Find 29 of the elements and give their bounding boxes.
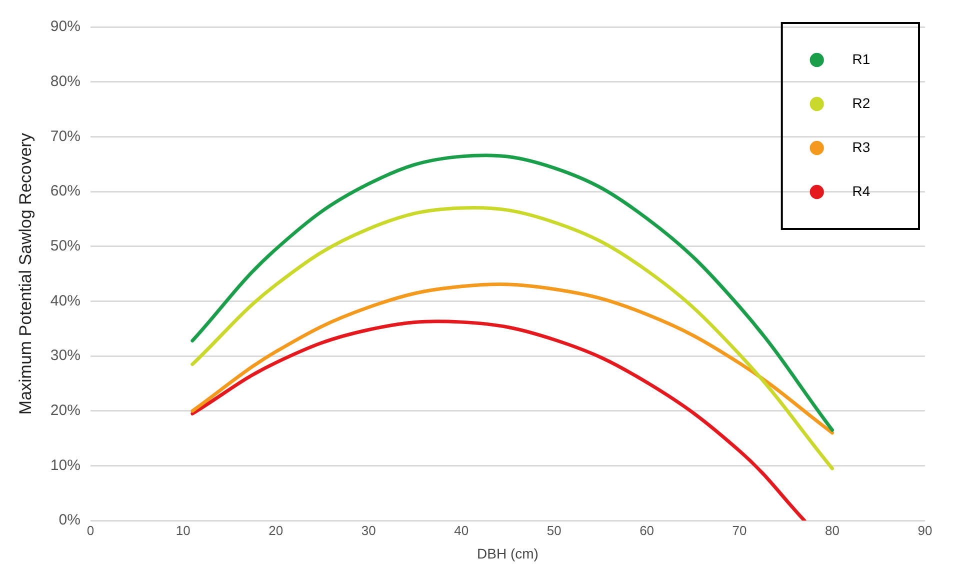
x-tick-label: 30 [361, 522, 376, 538]
y-tick-label: 30% [50, 347, 80, 364]
y-tick-label: 0% [58, 512, 80, 529]
line-series [190, 154, 834, 432]
y-tick-label: 50% [50, 238, 80, 255]
x-tick-label: 90 [918, 522, 932, 538]
y-tick-label: 70% [50, 128, 80, 145]
legend-label: R4 [828, 182, 910, 199]
y-tick-label: 90% [50, 18, 80, 36]
y-tick-label: 80% [50, 72, 80, 90]
x-tick-label: 50 [546, 522, 562, 538]
x-tick-label: 20 [268, 522, 284, 538]
y-axis-title: Maximum Potential Sawlog Recovery [16, 132, 35, 415]
x-tick-label: 0 [86, 522, 94, 538]
line-series [190, 206, 834, 470]
legend-label: R3 [828, 138, 910, 155]
legend-label: R2 [828, 94, 910, 111]
y-tick-label: 40% [50, 292, 80, 310]
y-tick-label: 20% [50, 402, 80, 420]
legend-label: R1 [828, 50, 910, 67]
x-tick-label: 10 [176, 522, 190, 538]
y-tick-label: 10% [50, 456, 80, 474]
x-tick-label: 80 [825, 522, 840, 538]
y-tick-label: 60% [50, 182, 80, 200]
x-tick-label: 70 [732, 522, 747, 538]
line-series [190, 320, 806, 521]
x-tick-label: 60 [640, 522, 654, 538]
x-axis-title: DBH (cm) [476, 545, 538, 562]
x-tick-label: 40 [454, 522, 469, 538]
